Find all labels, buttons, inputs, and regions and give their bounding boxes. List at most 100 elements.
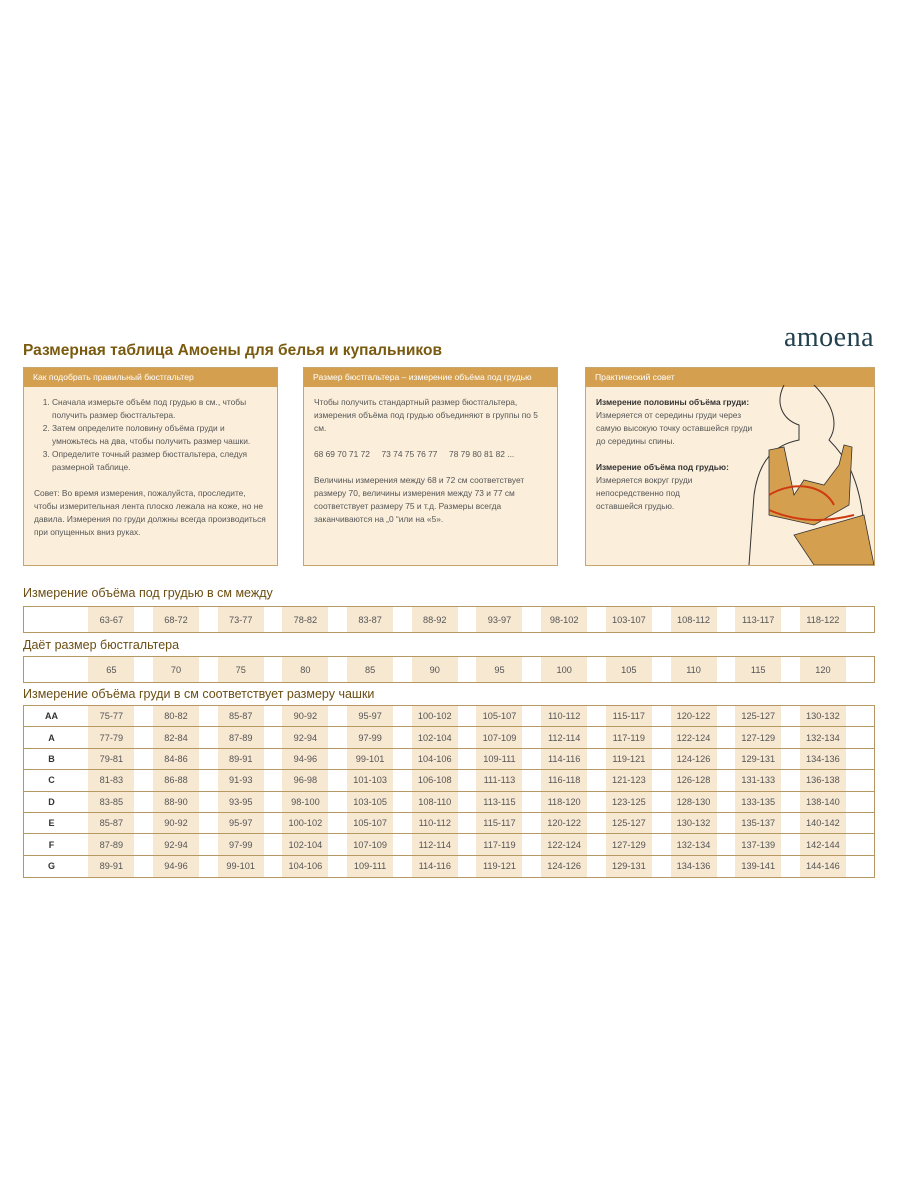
cell-value: 125-127 [735,706,782,727]
cell-value: 89-91 [88,855,135,878]
cell-value: 83-85 [88,791,135,812]
cell-value: 78-82 [282,607,329,632]
table-cell: 87-89 [79,834,144,855]
row-header: C [48,775,55,786]
cell-value: 110-112 [411,812,458,834]
size-box: Размер бюстгальтера – измерение объёма п… [303,367,558,566]
tip-heading-underbust: Измерение объёма под грудью: [596,462,729,472]
table-cell: 95-97 [208,812,273,834]
cell-value: 109-111 [347,855,394,878]
howto-header: Как подобрать правильный бюстгальтер [24,368,277,387]
size-groups: 68 69 70 71 72 73 74 75 76 77 78 79 80 8… [314,449,515,459]
bandsize-label: Даёт размер бюстгальтера [23,638,180,652]
cell-value: 93-97 [476,607,523,632]
cell-value: 110 [670,657,717,682]
table-cell: 129-131 [726,748,791,770]
cell-value: 107-109 [476,727,523,748]
cell-value: 100 [541,657,588,682]
row-header: E [48,818,55,829]
cell-value: 83-87 [347,607,394,632]
table-cell: 99-101 [208,855,273,878]
table-cell: 75 [208,657,273,682]
cell-value: 100-102 [282,812,329,834]
cell-value: 127-129 [735,727,782,748]
table-cell: 112-114 [532,727,597,748]
table-cell: 89-91 [208,748,273,770]
step: Сначала измерьте объём под грудью в см.,… [52,396,267,422]
cell-value: 63-67 [88,607,135,632]
table-cell: 142-144 [791,834,856,855]
table-cell: 68-72 [144,607,209,632]
cell-value: 135-137 [735,812,782,834]
table-cell: 130-132 [661,812,726,834]
row-header: F [48,839,55,850]
table-cell: 132-134 [661,834,726,855]
table-cell: 109-111 [338,855,403,878]
row-header: D [48,796,55,807]
table-cell: 63-67 [79,607,144,632]
cell-value: 121-123 [605,770,652,791]
cell-value: 108-110 [411,791,458,812]
cell-value: 84-86 [153,748,200,770]
table-cell: 118-120 [532,791,597,812]
table-cell: 90-92 [273,706,338,727]
table-cell: 137-139 [726,834,791,855]
table-cell: 80 [273,657,338,682]
cell-value: 91-93 [217,770,264,791]
howto-tip: Совет: Во время измерения, пожалуйста, п… [34,488,266,537]
table-cell: 131-133 [726,770,791,791]
table-cell: 77-79 [79,727,144,748]
cell-value: 111-113 [476,770,523,791]
cell-value: 104-106 [282,855,329,878]
table-cell: 109-111 [467,748,532,770]
table-cell: 98-102 [532,607,597,632]
row-header: AA [45,711,58,722]
table-cell: 129-131 [597,855,662,878]
cell-value: 138-140 [799,791,846,812]
table-cell: 88-92 [402,607,467,632]
cup-table: AA 75-77 80-82 85-87 90-92 95-97 100-102 105-10… [23,705,875,879]
cell-value: 124-126 [670,748,717,770]
table-cell: 107-109 [338,834,403,855]
table-cell: 102-104 [402,727,467,748]
cell-value: 95-97 [347,706,394,727]
table-row: AA 75-77 80-82 85-87 90-92 95-97 100-102 105-10… [24,706,874,728]
cell-value: 87-89 [217,727,264,748]
table-cell: 91-93 [208,770,273,791]
table-cell: 135-137 [726,812,791,834]
cell-value: 134-136 [799,748,846,770]
table-cell: 133-135 [726,791,791,812]
cell-value: 112-114 [411,834,458,855]
step: Определите точный размер бюстгальтера, с… [52,448,267,474]
table-cell: 115-117 [597,706,662,727]
cell-value: 133-135 [735,791,782,812]
table-cell: 108-112 [661,607,726,632]
table-cell: 136-138 [791,770,856,791]
cell-value: 137-139 [735,834,782,855]
cell-value: 119-121 [476,855,523,878]
table-cell: 84-86 [144,748,209,770]
table-cell: 108-110 [402,791,467,812]
cell-value: 79-81 [88,748,135,770]
cell-value: 92-94 [282,727,329,748]
table-cell: 65 [79,657,144,682]
cell-value: 102-104 [411,727,458,748]
cell-value: 128-130 [670,791,717,812]
table-cell: 105 [597,657,662,682]
cell-value: 142-144 [799,834,846,855]
table-cell: 115 [726,657,791,682]
table-cell: 114-116 [532,748,597,770]
table-cell: 92-94 [144,834,209,855]
cell-value: 115 [735,657,782,682]
row-header [24,607,79,632]
cup-label: Измерение объёма груди в см соответствуе… [23,687,375,701]
table-cell: 117-119 [597,727,662,748]
cell-value: 103-105 [347,791,394,812]
table-cell: 120 [791,657,856,682]
table-row: C 81-83 86-88 91-93 96-98 101-103 106-108 111-1… [24,770,874,792]
table-cell: 105-107 [338,812,403,834]
cell-value: 113-115 [476,791,523,812]
cell-value: 99-101 [217,855,264,878]
table-cell: 120-122 [532,812,597,834]
cell-value: 131-133 [735,770,782,791]
